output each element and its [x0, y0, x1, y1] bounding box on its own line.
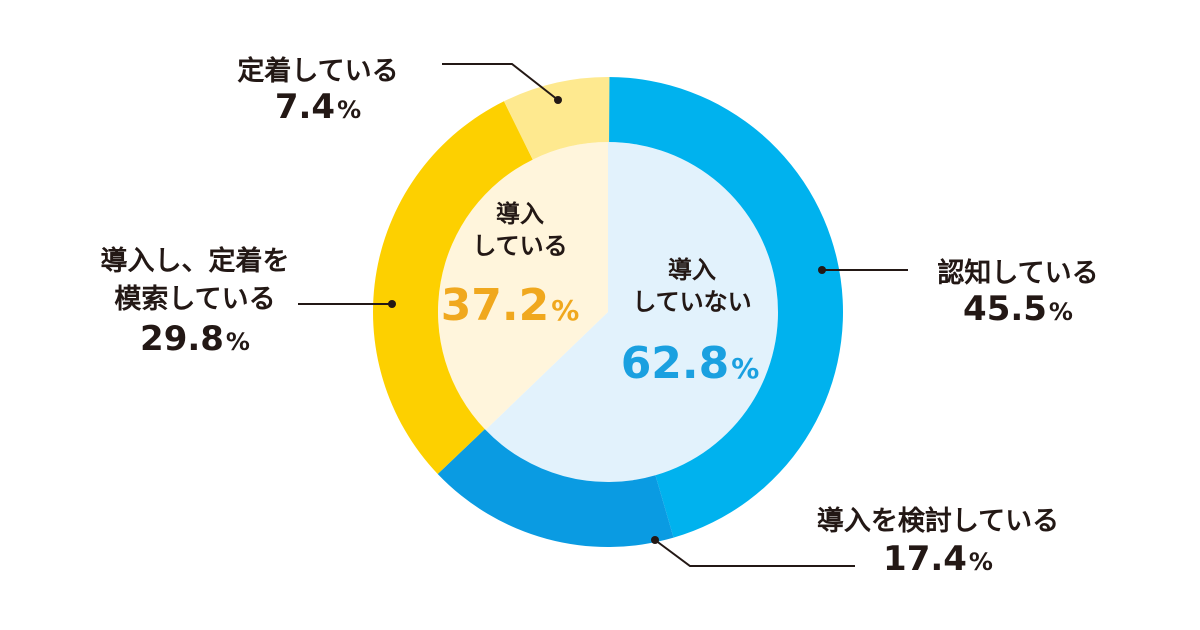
inner-value-introduced: 37.2% [441, 280, 580, 331]
outer-label-2-line-1: 模索している [114, 284, 275, 315]
outer-value-1: 17.4% [883, 539, 993, 579]
outer-value-2: 29.8% [140, 319, 250, 359]
leader-dot-3 [554, 96, 562, 104]
leader-dot-1 [651, 536, 659, 544]
inner-label-not-introduced-line-1: していない [632, 288, 751, 316]
inner-value-not-introduced: 62.8% [621, 338, 760, 389]
outer-label-2-line-0: 導入し、定着を [101, 245, 290, 277]
outer-value-3: 7.4% [275, 87, 361, 127]
outer-slice-0 [608, 77, 843, 538]
outer-slice-3 [503, 77, 610, 160]
inner-label-introduced-line-1: している [472, 232, 567, 260]
inner-label-introduced-line-0: 導入 [496, 200, 544, 228]
outer-value-0: 45.5% [963, 289, 1073, 329]
outer-slice-2 [373, 101, 533, 474]
inner-label-not-introduced-line-0: 導入 [668, 256, 716, 284]
outer-label-0-line-0: 認知している [937, 257, 1098, 289]
leader-dot-2 [388, 300, 396, 308]
inner-slice-0 [485, 142, 779, 483]
leader-dot-0 [818, 266, 826, 274]
leader-line-3 [442, 63, 559, 101]
outer-label-3-line-0: 定着している [237, 55, 398, 87]
inner-slice-1 [438, 142, 608, 430]
leader-line-1 [654, 539, 855, 567]
outer-label-1-line-0: 導入を検討している [817, 505, 1059, 537]
outer-slice-1 [437, 429, 674, 547]
